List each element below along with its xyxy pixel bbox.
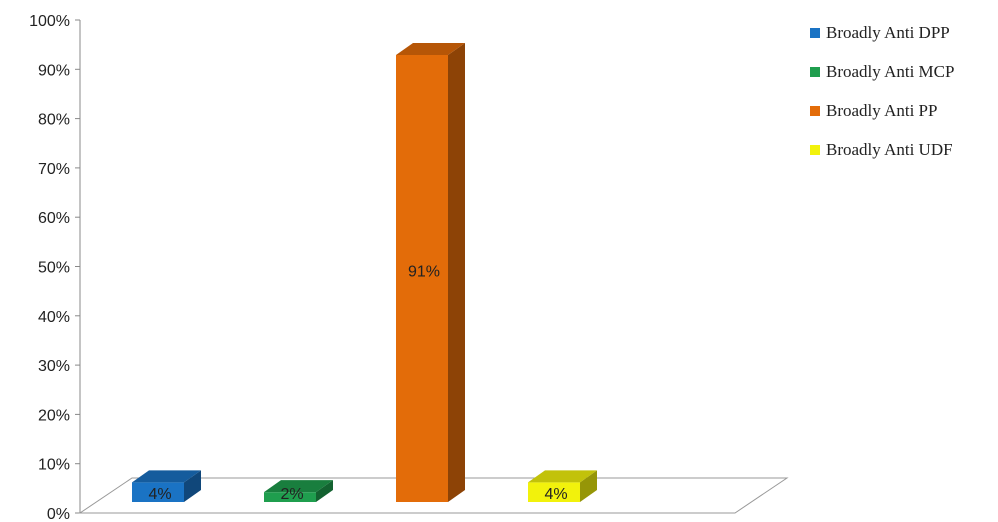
y-tick-label: 100% bbox=[29, 13, 70, 30]
y-tick-label: 0% bbox=[47, 506, 70, 522]
y-tick-label: 20% bbox=[38, 407, 70, 424]
data-label: 4% bbox=[148, 486, 171, 503]
legend-label: Broadly Anti UDF bbox=[826, 140, 953, 159]
legend-label: Broadly Anti MCP bbox=[826, 62, 954, 81]
y-tick-label: 40% bbox=[38, 309, 70, 326]
bar-broadly-anti-pp bbox=[396, 43, 465, 502]
bar-top bbox=[528, 470, 597, 483]
y-tick-label: 50% bbox=[38, 260, 70, 277]
legend-swatch bbox=[810, 28, 820, 38]
legend-swatch bbox=[810, 67, 820, 77]
legend-swatch bbox=[810, 106, 820, 116]
legend-swatch bbox=[810, 145, 820, 155]
bar-front bbox=[132, 482, 184, 502]
bar-top bbox=[264, 480, 333, 493]
bar-broadly-anti-dpp bbox=[132, 470, 201, 502]
bar-broadly-anti-udf bbox=[528, 470, 597, 502]
bar-side bbox=[184, 470, 201, 502]
bar-top bbox=[396, 43, 465, 55]
bars bbox=[132, 43, 597, 502]
bar-broadly-anti-mcp bbox=[264, 480, 333, 502]
bar-side bbox=[316, 480, 333, 502]
legend: Broadly Anti DPP Broadly Anti MCP Broadly … bbox=[810, 23, 954, 159]
y-tick-label: 10% bbox=[38, 457, 70, 474]
y-tick-label: 60% bbox=[38, 210, 70, 227]
y-tick-label: 90% bbox=[38, 62, 70, 79]
legend-label: Broadly Anti DPP bbox=[826, 23, 950, 42]
bar-front bbox=[528, 482, 580, 502]
bar-front bbox=[264, 492, 316, 502]
y-tick-label: 80% bbox=[38, 112, 70, 129]
data-label: 2% bbox=[280, 486, 303, 503]
bar-side bbox=[448, 43, 465, 502]
bar-front bbox=[396, 55, 448, 502]
data-label: 91% bbox=[408, 264, 440, 281]
legend-label: Broadly Anti PP bbox=[826, 101, 937, 120]
y-axis: 0% 10% 20% 30% 40% 50% 60% 70% 80% 90% 100% bbox=[29, 13, 81, 522]
bar-top bbox=[132, 470, 201, 483]
y-tick-label: 30% bbox=[38, 358, 70, 375]
data-label: 4% bbox=[544, 486, 567, 503]
bar-side bbox=[580, 470, 597, 502]
y-tick-label: 70% bbox=[38, 161, 70, 178]
data-labels: 4% 2% 91% 4% bbox=[148, 264, 567, 504]
